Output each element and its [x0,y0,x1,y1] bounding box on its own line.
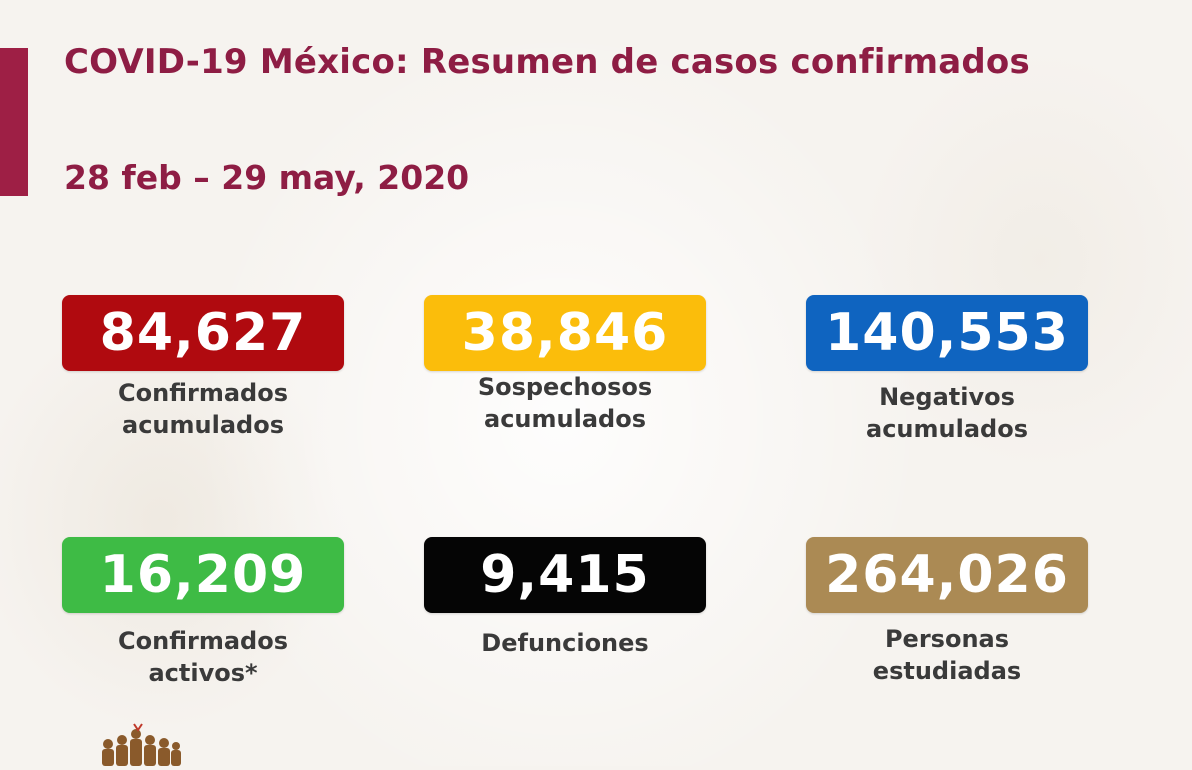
stat-card-sospechosos-acumulados: 38,846 Sospechosos acumulados [424,295,706,435]
stat-value-badge: 9,415 [424,537,706,613]
accent-bar [0,48,28,196]
stat-card-confirmados-activos: 16,209 Confirmados activos* [62,537,344,689]
stat-label: Personas estudiadas [872,625,1022,685]
stat-label: Confirmados acumulados [118,379,288,439]
stat-label: Sospechosos acumulados [477,373,653,433]
stat-label: Negativos acumulados [866,383,1028,443]
page-title: COVID-19 México: Resumen de casos confir… [64,42,1030,82]
stat-value-badge: 16,209 [62,537,344,613]
stat-label: Confirmados activos* [118,627,288,687]
stat-value-badge: 38,846 [424,295,706,371]
stat-value-badge: 140,553 [806,295,1088,371]
stat-card-negativos-acumulados: 140,553 Negativos acumulados [806,295,1088,445]
stat-card-confirmados-acumulados: 84,627 Confirmados acumulados [62,295,344,441]
stat-value-badge: 264,026 [806,537,1088,613]
historic-figures-icon [98,722,182,766]
stat-card-defunciones: 9,415 Defunciones [424,537,706,659]
stat-label: Defunciones [481,629,649,657]
stat-card-personas-estudiadas: 264,026 Personas estudiadas [806,537,1088,687]
stat-value-badge: 84,627 [62,295,344,371]
date-range: 28 feb – 29 may, 2020 [64,158,470,197]
